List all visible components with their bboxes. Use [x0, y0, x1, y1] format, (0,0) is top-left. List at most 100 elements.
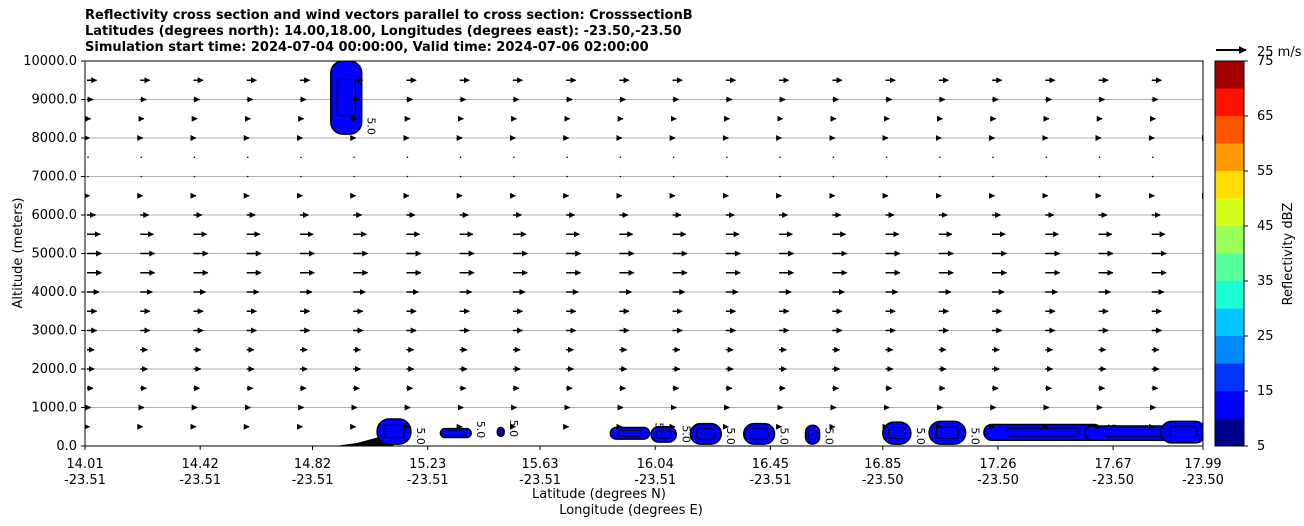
- x-tick-label-lat: 17.99: [1184, 457, 1221, 472]
- reflectivity-core-contour: [887, 427, 906, 439]
- y-tick-label: 10000.0: [23, 54, 77, 69]
- wind-vector: [459, 156, 462, 159]
- wind-vector: [779, 156, 781, 159]
- reflectivity-core-contour: [696, 428, 716, 440]
- y-tick-label: 2000.0: [32, 362, 78, 377]
- wind-vector: [406, 175, 409, 178]
- reflectivity-cell: [882, 421, 912, 445]
- colorbar-segment: [1215, 171, 1244, 199]
- x-tick-label-lon: -23.50: [1182, 473, 1224, 488]
- colorbar-tick-label: 45: [1257, 219, 1274, 234]
- colorbar-segment: [1215, 281, 1244, 309]
- quiver-key: 25 m/s: [1216, 45, 1302, 60]
- wind-vector: [885, 175, 888, 178]
- colorbar-tick-label: 5: [1257, 439, 1265, 454]
- wind-vector: [87, 156, 89, 159]
- wind-vector: [300, 156, 302, 159]
- wind-vector: [140, 156, 143, 159]
- reflectivity-cell: [496, 426, 505, 438]
- contour-label: 5.0: [823, 427, 836, 445]
- grid-lines: [85, 99, 1203, 408]
- reflectivity-core-contour: [498, 429, 504, 435]
- x-tick-label-lon: -23.51: [64, 473, 106, 488]
- wind-vector: [513, 156, 515, 159]
- reflectivity-cell: [689, 422, 722, 445]
- wind-vector: [619, 156, 622, 159]
- wind-vector: [1098, 156, 1101, 159]
- wind-vector: [672, 175, 675, 178]
- colorbar-segment: [1215, 116, 1244, 144]
- chart-title-block: Reflectivity cross section and wind vect…: [85, 8, 693, 56]
- x-tick-label-lat: 15.23: [409, 457, 446, 472]
- colorbar-label: Reflectivity dBZ: [1281, 203, 1296, 306]
- contour-label: 5.0: [679, 425, 692, 443]
- wind-vector: [672, 156, 675, 159]
- colorbar-segment: [1215, 198, 1244, 226]
- chart-title-line-2: Latitudes (degrees north): 14.00,18.00, …: [85, 24, 682, 39]
- wind-vectors: [85, 77, 1203, 430]
- y-tick-label: 7000.0: [32, 170, 78, 185]
- wind-vector: [1098, 175, 1101, 178]
- x-tick-label-lat: 15.63: [521, 457, 558, 472]
- colorbar-segment: [1215, 226, 1244, 254]
- y-tick-label: 9000.0: [32, 93, 78, 108]
- x-tick-label-lat: 17.26: [979, 457, 1016, 472]
- y-tick-label: 3000.0: [32, 324, 78, 339]
- colorbar: 5 15 25 35 45 55 65 75: [1214, 54, 1274, 454]
- wind-vector: [939, 175, 941, 178]
- x-tick-label-lat: 16.04: [637, 457, 674, 472]
- y-tick-label: 1000.0: [32, 401, 78, 416]
- x-tick-label-lon: -23.51: [292, 473, 334, 488]
- reflectivity-core-contour: [655, 430, 672, 439]
- y-tick-label: 8000.0: [32, 131, 78, 146]
- colorbar-tick-label: 55: [1257, 164, 1274, 179]
- wind-vector: [832, 175, 835, 178]
- wind-vector: [193, 175, 196, 178]
- reflectivity-cell: [376, 418, 412, 445]
- y-tick-label: 6000.0: [32, 208, 78, 223]
- wind-vector: [1151, 156, 1154, 159]
- y-tick-label: 4000.0: [32, 285, 78, 300]
- x-tick-label-lon: -23.50: [1092, 473, 1134, 488]
- wind-vector: [1045, 175, 1048, 178]
- x-tick-label-lat: 16.85: [864, 457, 901, 472]
- x-tick-label-lat: 14.82: [294, 457, 331, 472]
- colorbar-tick-label: 75: [1257, 54, 1274, 69]
- x-tick-label-lon: -23.50: [977, 473, 1019, 488]
- contour-label: 5.0: [414, 427, 427, 445]
- colorbar-tick-label: 35: [1257, 274, 1274, 289]
- colorbar-segment: [1215, 363, 1244, 391]
- wind-vector: [939, 156, 941, 159]
- contour-label: 5.0: [507, 420, 520, 438]
- colorbar-segment: [1215, 418, 1244, 446]
- wind-vector: [246, 156, 249, 159]
- wind-vector: [566, 175, 568, 178]
- reflectivity-cell: [928, 420, 967, 445]
- contour-label: 5.0: [914, 427, 927, 445]
- chart-title-line-3: Simulation start time: 2024-07-04 00:00:…: [85, 40, 649, 55]
- wind-vector: [726, 156, 728, 159]
- contour-label: 5.0: [365, 117, 378, 134]
- x-tick-label-lat: 16.45: [752, 457, 789, 472]
- colorbar-segment: [1215, 61, 1244, 89]
- colorbar-segment: [1215, 391, 1244, 419]
- colorbar-tick-label: 25: [1257, 329, 1274, 344]
- wind-vector: [406, 156, 409, 159]
- reflectivity-cell: [609, 426, 651, 440]
- x-axis-label-latitude: Latitude (degrees N): [532, 487, 666, 502]
- reflectivity-core-contour: [446, 430, 466, 436]
- x-axis: 14.01-23.5114.42-23.5114.82-23.5115.23-2…: [64, 446, 1224, 488]
- x-tick-label-lon: -23.50: [862, 473, 904, 488]
- colorbar-tick-label: 15: [1257, 384, 1274, 399]
- wind-vector: [353, 156, 355, 159]
- x-tick-label-lon: -23.51: [407, 473, 449, 488]
- reflectivity-cell: [804, 424, 821, 445]
- reflectivity-cell: [439, 427, 472, 439]
- wind-vector: [885, 156, 888, 159]
- colorbar-segment: [1215, 308, 1244, 336]
- y-tick-label: 0.0: [56, 439, 77, 454]
- reflectivity-core-contour: [1169, 426, 1198, 438]
- wind-vector: [726, 175, 728, 178]
- y-axis-label: Altitude (meters): [11, 198, 26, 309]
